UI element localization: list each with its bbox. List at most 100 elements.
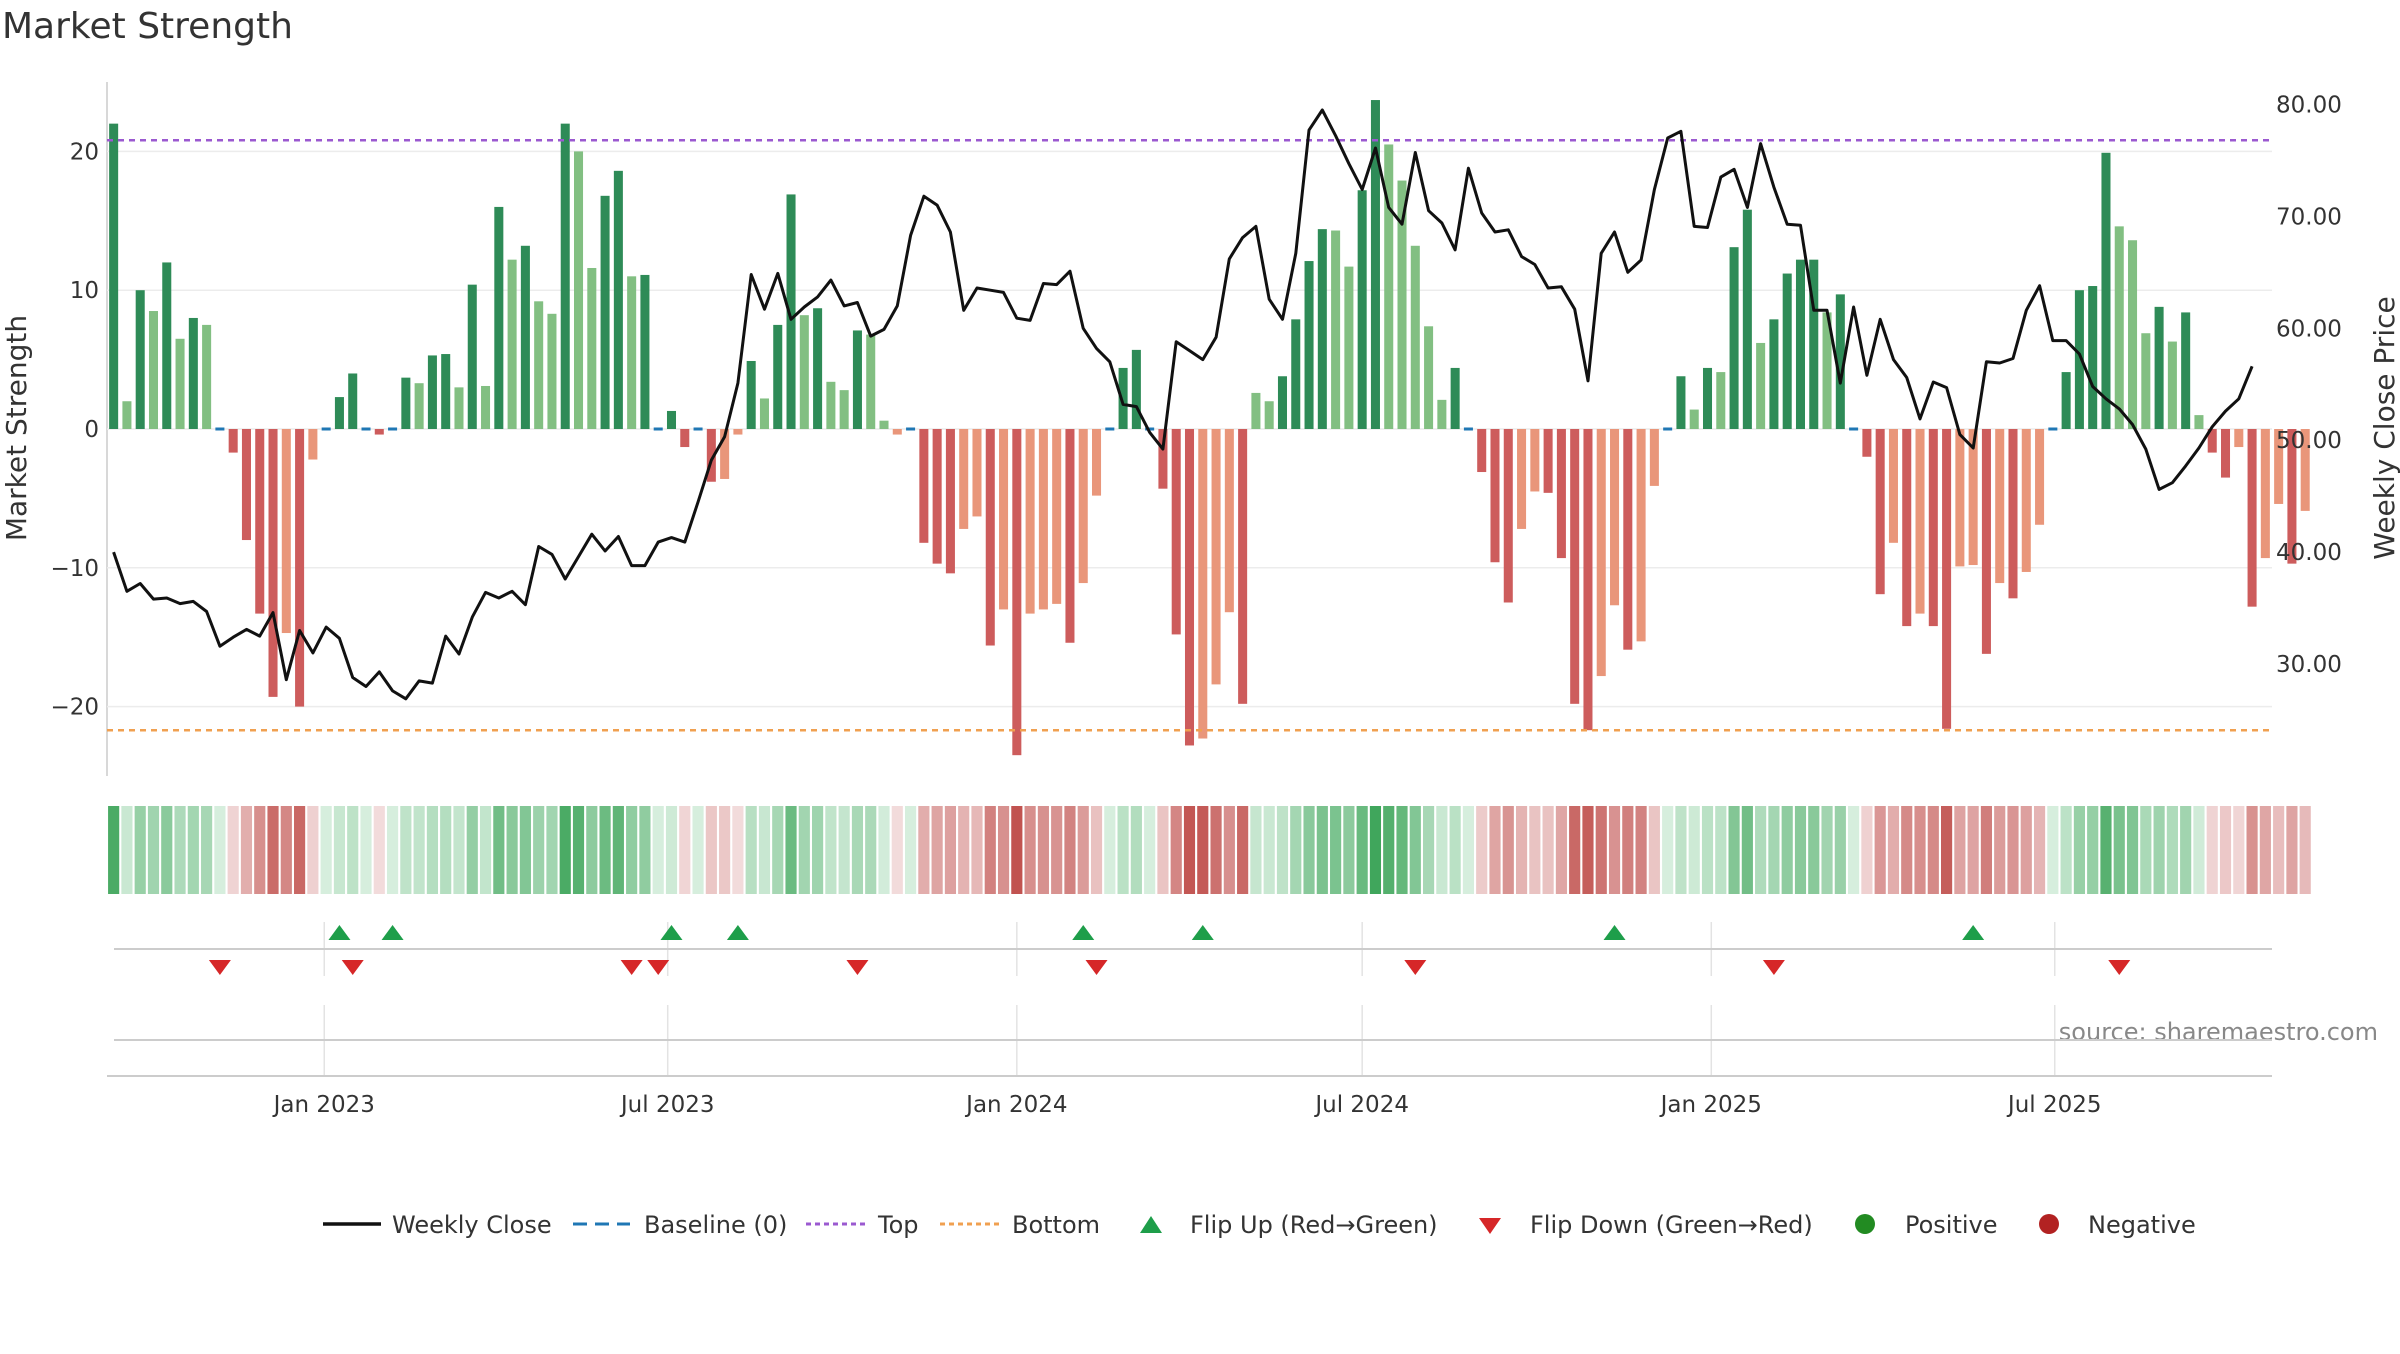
strip-cell [201, 806, 213, 894]
strip-cell [1183, 806, 1196, 894]
strength-bar [241, 429, 251, 541]
strength-bar [374, 429, 384, 435]
strength-bar [1942, 429, 1952, 729]
strip-cell [2246, 806, 2258, 894]
strip-cell [612, 806, 624, 894]
strength-bar [454, 387, 464, 429]
strength-bar [1968, 429, 1978, 566]
flip-down-marker [1404, 960, 1427, 975]
legend-swatch-flip-down [1479, 1218, 1501, 1234]
strip-cell [1369, 806, 1382, 894]
strength-bar [2114, 226, 2124, 429]
strength-bar [1570, 429, 1580, 704]
left-tick-label: 20 [70, 139, 99, 165]
strip-cell [267, 806, 279, 894]
strip-cell [1741, 806, 1753, 894]
strength-bar [1357, 190, 1367, 429]
strength-bar [441, 354, 451, 429]
strip-cell [2073, 806, 2085, 894]
strength-bar [826, 381, 836, 429]
strength-bar [1583, 429, 1593, 731]
strip-cell [2087, 806, 2099, 894]
strip-cell [1383, 806, 1395, 894]
strip-cell [1608, 806, 1621, 894]
reference-lines [107, 139, 2272, 732]
flip-markers [114, 922, 2272, 976]
weekly-close-line [112, 108, 2254, 701]
strength-bar [1928, 429, 1938, 627]
strip-cell [2007, 806, 2019, 894]
strip-cell [1994, 806, 2006, 894]
strength-bar [1224, 429, 1234, 613]
legend-swatch-flip-up [1140, 1216, 1162, 1233]
strength-bar [1092, 429, 1102, 496]
strength-bar [1769, 319, 1779, 429]
strength-bar [919, 429, 929, 543]
strength-bar [813, 308, 823, 429]
strip-cell [2033, 806, 2046, 894]
strip-cell [798, 806, 810, 894]
strength-bar [759, 398, 769, 429]
strip-cell [1622, 806, 1634, 894]
strip-cell [1569, 806, 1581, 894]
strip-cell [2273, 806, 2285, 894]
legend-label: Negative [2088, 1211, 2196, 1239]
strength-bar [109, 123, 119, 429]
strength-bar [2167, 341, 2177, 429]
legend-label: Bottom [1012, 1211, 1100, 1239]
strip-cell [1489, 806, 1501, 894]
strength-bar [1131, 349, 1141, 429]
strip-cell [1901, 806, 1913, 894]
strength-bar [1902, 429, 1912, 627]
strip-cell [586, 806, 598, 894]
flip-down-marker [341, 960, 364, 975]
strength-bar [1317, 229, 1327, 429]
strip-cell [1515, 806, 1528, 894]
strength-bar [600, 195, 610, 429]
left-tick-label: −20 [50, 695, 99, 721]
strip-cell [599, 806, 611, 894]
strength-bar [2287, 429, 2297, 564]
strip-cell [174, 806, 186, 894]
date-tick-label: Jan 2024 [964, 1092, 1067, 1118]
flip-down-marker [2108, 960, 2131, 975]
strip-cell [559, 806, 571, 894]
strip-cell [1529, 806, 1541, 894]
strip-cell [479, 806, 492, 894]
strip-cell [1170, 806, 1182, 894]
y-axis-right-label: Weekly Close Price [2368, 296, 2400, 559]
strength-bar [281, 429, 291, 634]
strength-bar [746, 360, 756, 429]
strip-cell [785, 806, 797, 894]
strength-bar [1955, 429, 1965, 567]
strip-cell [2286, 806, 2298, 894]
strength-bar [228, 429, 238, 453]
strip-cell [1834, 806, 1846, 894]
strength-bar [1331, 230, 1341, 429]
strip-cell [187, 806, 199, 894]
strip-cell [1356, 806, 1368, 894]
strength-bar [467, 284, 477, 429]
strength-bar [1835, 294, 1845, 429]
strength-bar [1756, 342, 1766, 429]
strength-bar [1795, 259, 1805, 429]
strip-cell [1449, 806, 1461, 894]
strip-cell [984, 806, 996, 894]
strength-bar [520, 245, 530, 429]
strip-cell [2020, 806, 2032, 894]
right-tick-label: 40.00 [2276, 540, 2342, 566]
strength-bar [1623, 429, 1633, 650]
strip-cell [134, 806, 146, 894]
strip-cell [320, 806, 332, 894]
strip-cell [825, 806, 837, 894]
strip-cell [1423, 806, 1435, 894]
strip-cell [2153, 806, 2165, 894]
strip-cell [1090, 806, 1103, 894]
strength-bar [255, 429, 265, 614]
strip-cell [665, 806, 678, 894]
strength-bar [1862, 429, 1872, 457]
strength-bar [1995, 429, 2005, 584]
strip-cell [639, 806, 651, 894]
strength-bar [773, 324, 783, 429]
strength-bar [640, 274, 650, 429]
